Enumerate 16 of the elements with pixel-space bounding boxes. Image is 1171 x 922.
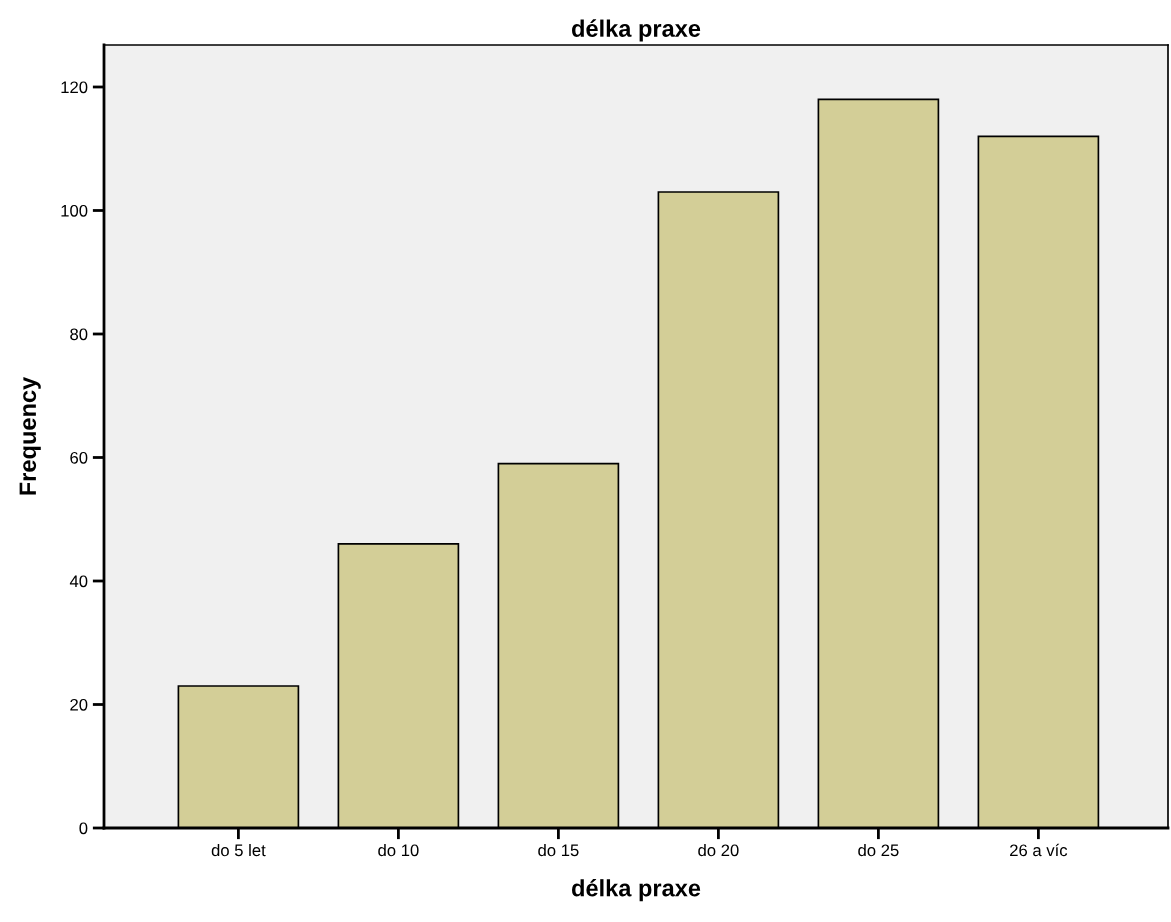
x-tick-label: do 25: [858, 843, 899, 857]
y-tick-label: 80: [70, 328, 88, 341]
x-axis-title: délka praxe: [572, 878, 701, 902]
y-tick-label: 40: [69, 575, 88, 588]
y-tick-label: 120: [61, 81, 88, 94]
y-tick-label: 0: [79, 822, 88, 835]
x-tick-label: do 20: [698, 843, 739, 857]
x-tick-label: do 5 let: [211, 843, 266, 857]
y-tick-label: 100: [61, 204, 88, 217]
chart-title: délka praxe: [572, 19, 701, 42]
x-tick-label: 26 a víc: [1010, 843, 1068, 857]
y-axis-title: Frequency: [19, 376, 41, 495]
y-tick-label: 60: [70, 451, 88, 464]
x-tick-label: do 15: [538, 843, 579, 857]
x-tick-label: do 10: [378, 843, 419, 857]
y-tick-label: 20: [70, 698, 88, 711]
